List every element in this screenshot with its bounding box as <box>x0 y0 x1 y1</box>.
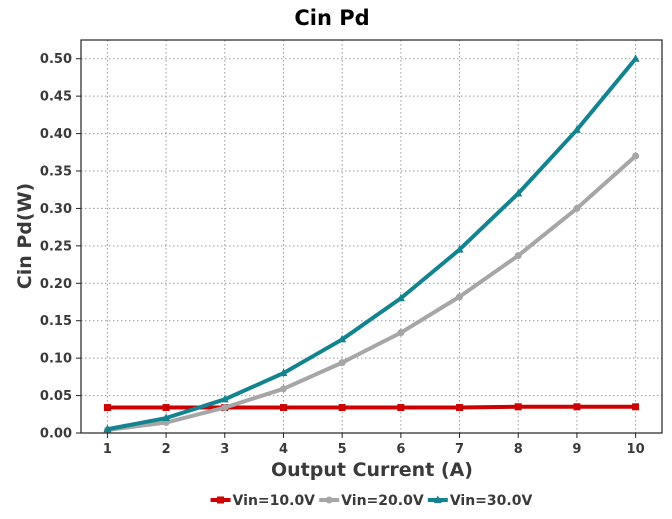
series-line <box>105 56 638 432</box>
y-tick-label: 0.15 <box>40 314 72 329</box>
x-tick-label: 6 <box>396 442 405 457</box>
x-tick-label: 7 <box>455 442 464 457</box>
data-point <box>573 403 581 411</box>
y-tick-label: 0.00 <box>40 427 72 442</box>
data-point <box>514 188 523 197</box>
y-tick-label: 0.25 <box>40 239 72 254</box>
y-tick-label: 0.40 <box>40 127 72 142</box>
x-tick-label: 10 <box>627 442 645 457</box>
data-point <box>573 204 581 212</box>
y-tick-label: 0.10 <box>40 352 72 367</box>
legend-label: Vin=30.0V <box>450 493 533 509</box>
data-point <box>220 394 229 403</box>
y-tick-label: 0.50 <box>40 52 72 67</box>
plot-frame <box>80 39 663 434</box>
data-point <box>632 152 640 160</box>
legend-marker <box>217 496 225 504</box>
legend-marker <box>325 496 333 504</box>
data-point <box>338 334 347 343</box>
legend-marker <box>433 495 442 503</box>
data-point <box>631 54 640 62</box>
x-tick-label: 2 <box>162 442 171 457</box>
data-point <box>514 403 522 411</box>
legend-label: Vin=10.0V <box>233 493 316 509</box>
data-point <box>338 359 346 367</box>
grid <box>81 40 662 434</box>
data-point <box>338 404 346 412</box>
legend-item: Vin=30.0V <box>427 493 533 509</box>
legend-item: Vin=20.0V <box>319 493 424 509</box>
x-tick-label: 5 <box>338 442 347 457</box>
x-tick-label: 1 <box>103 442 112 457</box>
data-point <box>397 404 405 412</box>
y-axis-label: Cin Pd(W) <box>14 183 36 289</box>
x-tick-label: 8 <box>514 442 523 457</box>
data-point <box>456 404 464 412</box>
x-tick-label: 9 <box>572 442 581 457</box>
y-tick-label: 0.30 <box>40 202 72 217</box>
data-point <box>221 404 229 412</box>
series-group <box>103 54 640 434</box>
legend: Vin=10.0V Vin=20.0V Vin=30.0V <box>210 493 533 509</box>
data-point <box>397 329 405 337</box>
y-tick-label: 0.05 <box>40 389 72 404</box>
legend-label: Vin=20.0V <box>341 493 424 509</box>
series-line <box>105 154 638 433</box>
data-point <box>572 125 581 133</box>
y-tick-label: 0.20 <box>40 277 72 292</box>
data-point <box>279 404 287 412</box>
legend-item: Vin=10.0V <box>210 493 316 509</box>
y-tick-label: 0.45 <box>40 90 72 105</box>
data-point <box>103 404 111 412</box>
x-axis: 1 2 3 4 5 6 7 8 9 10 <box>103 433 645 457</box>
chart-title: Cin Pd <box>294 6 369 30</box>
data-point <box>455 245 464 253</box>
y-axis: 0.00 0.05 0.10 0.15 0.20 0.25 0.30 0.35 0.40 0.45… <box>40 52 81 442</box>
data-point <box>162 413 171 422</box>
data-point <box>456 293 464 301</box>
y-tick-label: 0.35 <box>40 165 72 180</box>
data-point <box>162 404 170 412</box>
series-line <box>105 404 638 410</box>
x-axis-label: Output Current (A) <box>271 459 473 481</box>
data-point <box>632 403 640 411</box>
data-point <box>103 424 112 433</box>
series-2 <box>103 152 640 434</box>
series-3 <box>103 54 640 433</box>
data-point <box>279 385 287 393</box>
series-1 <box>103 403 640 412</box>
x-tick-label: 3 <box>220 442 229 457</box>
x-tick-label: 4 <box>279 442 288 457</box>
data-point <box>514 252 522 260</box>
data-point <box>279 368 288 377</box>
data-point <box>396 293 405 302</box>
